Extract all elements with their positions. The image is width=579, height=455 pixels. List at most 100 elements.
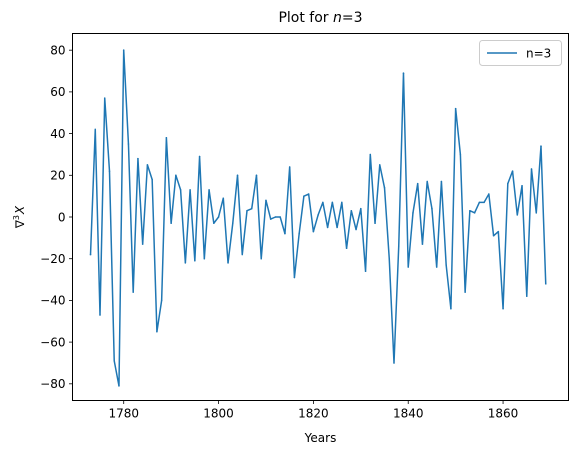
data-point [521,184,523,187]
data-point [213,222,215,225]
data-point [397,245,400,247]
data-point [473,212,476,214]
data-point [502,308,504,310]
data-point [160,299,163,302]
data-point [497,230,500,233]
data-point [507,182,509,185]
data-point [175,174,177,177]
data-point [269,218,272,220]
y-tick-label: −80 [40,377,65,391]
data-point [108,170,111,172]
data-point [435,266,438,268]
data-point [540,145,542,147]
data-point [516,214,519,216]
data-point [141,243,144,245]
data-point [421,243,424,245]
data-point [288,166,291,168]
y-tick-label: 0 [58,210,66,224]
chart-title: Plot for n=3 [278,10,362,26]
data-point [345,247,348,250]
data-point [279,216,281,218]
data-point [203,257,206,260]
data-point [388,257,391,260]
axes-frame [72,33,569,401]
data-point [189,189,191,191]
data-point [416,182,419,185]
x-axis-label: Years [304,431,337,445]
data-point [350,209,353,212]
data-point [103,97,106,99]
data-point [530,168,533,170]
x-tick-label: 1780 [108,407,139,421]
data-point [511,170,514,172]
title-variable: n [333,10,342,26]
data-point [379,164,381,166]
data-point [118,385,120,387]
data-point [217,216,220,218]
data-point [179,189,182,191]
data-point [544,282,547,285]
data-point [194,260,196,262]
data-point [464,291,466,293]
data-point [402,72,405,74]
data-point [255,174,258,177]
data-point [426,180,428,183]
data-point [383,187,386,189]
data-point [355,228,357,231]
data-point [260,257,262,260]
y-tick-label: −40 [40,294,65,308]
data-point [298,232,300,235]
title-prefix: Plot for [278,10,333,26]
data-point [412,212,414,214]
x-tick-label: 1860 [488,407,519,421]
y-label-variable: X [13,205,27,215]
x-tick-label: 1840 [393,407,424,421]
data-point [113,360,115,362]
data-point [478,201,481,204]
data-point [284,232,286,235]
data-point [151,178,153,181]
data-point [454,107,457,110]
data-point [440,180,443,183]
data-point [322,201,324,204]
data-point [198,155,201,158]
data-point [236,174,239,177]
data-point [341,201,343,204]
data-point [94,128,97,131]
data-point [246,209,248,212]
data-point [265,199,267,202]
data-point [170,222,172,225]
y-tick-label: 40 [50,127,65,141]
x-axis-ticks: 1780 1800 1820 1840 1860 [108,400,519,421]
data-point [407,266,409,268]
data-point [317,214,319,216]
title-suffix: =3 [342,10,363,26]
data-point [307,193,310,195]
data-point [227,262,229,264]
y-axis-label: ∇3X [12,205,27,229]
data-point [459,153,462,156]
y-tick-label: 20 [50,169,65,183]
data-point [393,362,395,364]
y-label-nabla: ∇ [13,219,27,229]
data-point [274,216,277,218]
data-point [222,197,225,199]
legend-box [479,40,562,66]
data-point [312,230,315,233]
data-point [122,49,125,51]
data-point [526,295,528,297]
data-point [431,207,433,210]
series-line-0 [89,49,547,387]
data-point [445,264,447,266]
data-point [488,193,490,195]
data-point [184,262,187,264]
data-point [99,314,101,316]
data-point [146,164,149,166]
data-point [165,137,168,139]
data-point [326,226,329,229]
data-point [293,276,296,279]
data-point [469,209,471,212]
plot-layer [89,49,547,387]
data-point [232,222,234,225]
